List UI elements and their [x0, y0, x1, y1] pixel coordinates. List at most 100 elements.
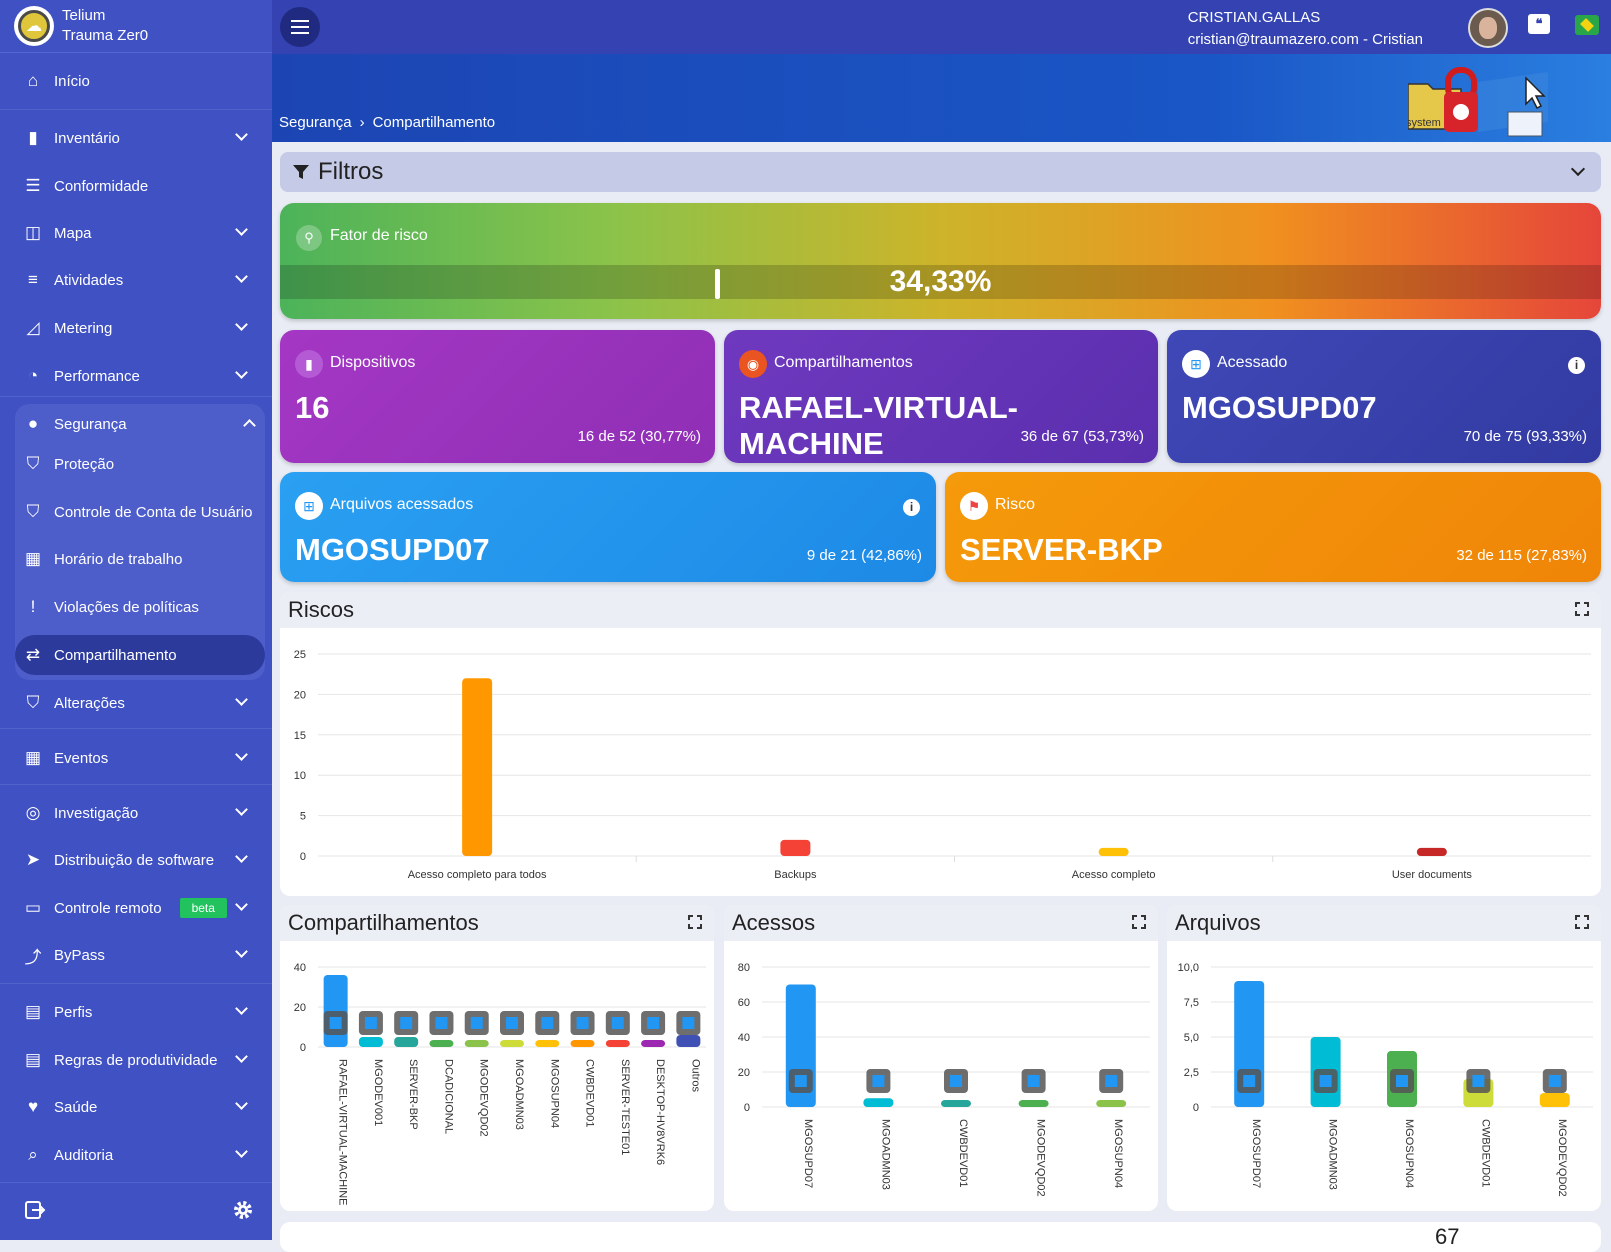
panel-title: Riscos	[280, 592, 1601, 628]
settings-gear-icon[interactable]	[232, 1199, 254, 1221]
windows-icon	[364, 1017, 377, 1029]
windows-icon	[1472, 1075, 1485, 1087]
sidebar-item-label: Segurança	[54, 415, 127, 433]
y-tick-label: 10	[294, 770, 306, 782]
hamburger-menu-button[interactable]	[280, 7, 320, 47]
windows-icon	[576, 1017, 589, 1029]
panel-next: 67	[280, 1222, 1601, 1252]
y-tick-label: 0	[300, 851, 306, 863]
sidebar-item-bypass[interactable]: ⤴ ByPass	[0, 935, 272, 975]
x-tick-label: Acesso completo	[1072, 869, 1156, 881]
filters-toggle[interactable]: Filtros	[280, 152, 1601, 192]
user-shield-icon: ●	[27, 414, 39, 433]
user-email: cristian@traumazero.com - Cristian	[1187, 31, 1423, 48]
share-icon: ⇄	[25, 645, 41, 664]
kpi-card-arquivos-acessados[interactable]: ⊞ Arquivos acessados i MGOSUPD07 9 de 21…	[280, 472, 936, 582]
sidebar-item-regras[interactable]: ▤ Regras de produtividade	[0, 1040, 272, 1080]
sidebar-item-label: Eventos	[54, 749, 109, 767]
sidebar-divider	[0, 109, 272, 110]
sidebar-item-atividades[interactable]: ≡ Atividades	[0, 260, 272, 300]
kpi-value: RAFAEL-VIRTUAL-MACHINE	[739, 390, 1018, 461]
windows-icon	[682, 1017, 695, 1029]
brand-logo: ☁	[14, 6, 54, 46]
sidebar-item-seguranca[interactable]: ● Segurança	[15, 404, 265, 444]
kpi-card-dispositivos[interactable]: ▮ Dispositivos 16 16 de 52 (30,77%)	[280, 330, 715, 463]
x-tick-label: MGOSUPN04	[548, 1059, 560, 1128]
panel-riscos: Riscos 0 5 10 15 20 25 Acesso completo para to…	[280, 592, 1601, 896]
kpi-title: Compartilhamentos	[774, 354, 913, 371]
chevron-up-icon	[243, 419, 256, 432]
chevron-down-icon	[235, 803, 248, 816]
clipboard-icon: ▤	[24, 1050, 42, 1069]
user-info[interactable]: CRISTIAN.GALLAS cristian@traumazero.com …	[1188, 7, 1423, 51]
brazil-flag-icon[interactable]	[1575, 15, 1599, 35]
sidebar-item-label: Proteção	[54, 455, 115, 473]
sidebar-item-investigacao[interactable]: ◎ Investigação	[0, 793, 272, 833]
x-tick-label: CWBDEVD01	[1479, 1119, 1491, 1187]
sidebar-item-protecao[interactable]: ⛉ Proteção	[0, 444, 272, 484]
sidebar-item-performance[interactable]: ◔ Performance	[0, 356, 272, 396]
windows-icon	[1319, 1075, 1332, 1087]
kpi-value: 16	[295, 390, 330, 425]
fullscreen-icon[interactable]	[1575, 915, 1589, 929]
sidebar-item-mapa[interactable]: ◫ Mapa	[0, 213, 272, 253]
windows-icon	[1396, 1075, 1408, 1087]
risk-factor-marker	[715, 269, 721, 299]
info-icon[interactable]: i	[903, 499, 920, 516]
sidebar-item-alteracoes[interactable]: ⛉ Alterações	[0, 683, 272, 723]
info-icon[interactable]: i	[1568, 357, 1585, 374]
remote-desktop-icon: ▭	[24, 898, 42, 917]
sidebar-item-distribuicao[interactable]: ➤ Distribuição de software	[0, 840, 272, 880]
windows-icon	[1027, 1075, 1040, 1087]
sidebar-item-eventos[interactable]: ▦ Eventos	[0, 738, 272, 778]
risk-factor-value: 34,33%	[889, 265, 992, 298]
sidebar-item-label: Alterações	[54, 694, 125, 712]
line-chart-icon: ◿	[26, 318, 40, 337]
x-tick-label: DCADICIONAL	[442, 1059, 454, 1134]
y-tick-label: 80	[738, 962, 750, 974]
sidebar-item-conformidade[interactable]: ☰ Conformidade	[0, 166, 272, 206]
chevron-down-icon	[235, 223, 248, 236]
sidebar-item-saude[interactable]: ♥ Saúde	[0, 1087, 272, 1127]
fullscreen-icon[interactable]	[1575, 602, 1589, 616]
y-tick-label: 0	[300, 1042, 306, 1054]
breadcrumb-parent[interactable]: Segurança	[279, 114, 352, 131]
chart-arquivos: 0 2,5 5,0 7,5 10,0 MGOSUPD07 MGOADMN03 MGOSUPN0…	[1178, 962, 1593, 1197]
sidebar-item-controle-remoto[interactable]: ▭ Controle remoto beta	[0, 888, 272, 928]
fullscreen-icon[interactable]	[1132, 915, 1146, 929]
kpi-card-risco[interactable]: ⚑ Risco SERVER-BKP 32 de 115 (27,83%)	[945, 472, 1601, 582]
avatar[interactable]	[1468, 8, 1508, 48]
kpi-card-acessado[interactable]: ⊞ Acessado i MGOSUPD07 70 de 75 (93,33%)	[1167, 330, 1601, 463]
cloud-icon: ☁	[18, 10, 50, 42]
sidebar-item-compartilhamento[interactable]: ⇄ Compartilhamento	[15, 635, 265, 675]
x-tick-label: MGOSUPD07	[1250, 1119, 1262, 1188]
sidebar-item-inventario[interactable]: ▮ Inventário	[0, 118, 272, 158]
brand-name: Telium	[62, 7, 106, 24]
kpi-subtext: 9 de 21 (42,86%)	[806, 547, 922, 564]
checklist-icon: ☰	[25, 176, 41, 195]
panel-acessos: Acessos 0 20 40 60 80 MGOSUPD07 MGOADMN03 CWBDE…	[724, 905, 1158, 1211]
sidebar-divider	[0, 396, 272, 397]
sidebar-item-controle-conta[interactable]: ⛉ Controle de Conta de Usuário	[0, 492, 272, 532]
chevron-down-icon	[235, 1002, 248, 1015]
kpi-card-compartilhamentos[interactable]: ◉ Compartilhamentos RAFAEL-VIRTUAL-MACHI…	[724, 330, 1158, 463]
sidebar-item-perfis[interactable]: ▤ Perfis	[0, 992, 272, 1032]
bar-dcadicional	[429, 1040, 454, 1047]
y-tick-label: 2,5	[1184, 1067, 1199, 1079]
sidebar-item-horario[interactable]: ▦ Horário de trabalho	[0, 539, 272, 579]
x-tick-label: SERVER-TESTE01	[619, 1059, 631, 1155]
x-tick-label: Acesso completo para todos	[408, 869, 547, 881]
bar-mgodevqd02	[1539, 1093, 1570, 1107]
windows-icon	[1243, 1075, 1256, 1087]
calendar-icon: ▦	[24, 549, 42, 568]
sidebar-item-metering[interactable]: ◿ Metering	[0, 308, 272, 348]
sidebar-footer	[0, 1182, 272, 1240]
fullscreen-icon[interactable]	[688, 915, 702, 929]
panel-title: Acessos	[724, 905, 1158, 941]
sidebar-item-inicio[interactable]: ⌂ Início	[0, 61, 272, 101]
sidebar-item-violacoes[interactable]: ! Violações de políticas	[0, 587, 272, 627]
logout-icon[interactable]	[24, 1199, 46, 1221]
chat-quote-icon[interactable]: ❝	[1528, 14, 1550, 34]
hamburger-icon	[291, 26, 309, 28]
sidebar-item-auditoria[interactable]: ⌕ Auditoria	[0, 1135, 272, 1175]
